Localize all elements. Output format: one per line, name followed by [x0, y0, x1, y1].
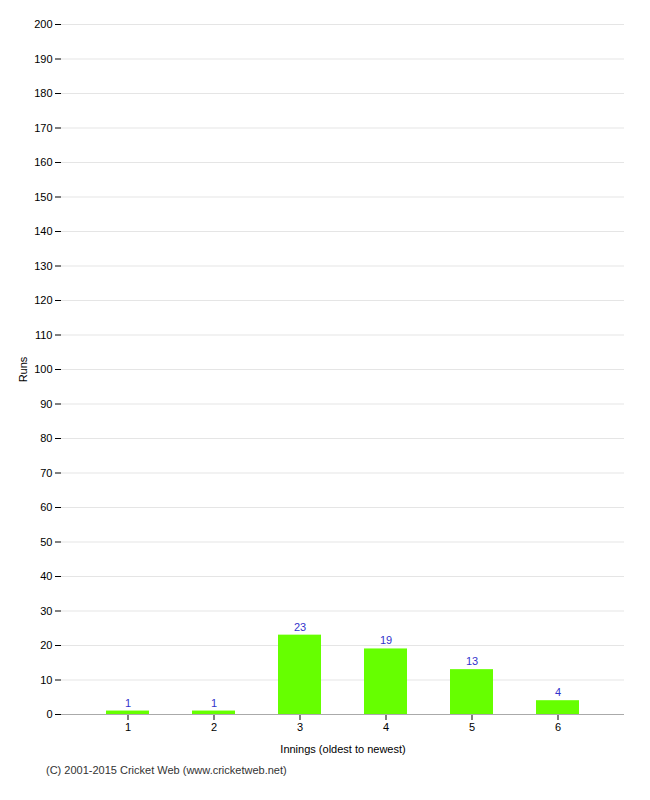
svg-text:100: 100 [34, 363, 52, 375]
svg-text:19: 19 [380, 634, 392, 646]
svg-text:6: 6 [555, 721, 561, 733]
svg-text:Innings (oldest to newest): Innings (oldest to newest) [280, 743, 405, 755]
svg-text:110: 110 [35, 329, 53, 341]
svg-text:120: 120 [34, 294, 52, 306]
svg-text:23: 23 [294, 621, 306, 633]
svg-text:200: 200 [34, 18, 52, 30]
svg-text:10: 10 [40, 674, 52, 686]
svg-text:2: 2 [211, 721, 217, 733]
svg-text:180: 180 [34, 87, 52, 99]
svg-text:70: 70 [40, 467, 52, 479]
svg-text:160: 160 [34, 156, 52, 168]
svg-text:13: 13 [466, 655, 478, 667]
svg-text:1: 1 [125, 721, 131, 733]
svg-text:40: 40 [40, 570, 52, 582]
html-text:(C) 2001-2015 Cricket Web (www: (C) 2001-2015 Cricket Web (www.cricketwe… [46, 764, 287, 776]
svg-text:5: 5 [469, 721, 475, 733]
svg-text:170: 170 [34, 122, 52, 134]
svg-text:60: 60 [40, 501, 52, 513]
svg-text:190: 190 [34, 53, 52, 65]
svg-text:Runs: Runs [17, 356, 29, 382]
svg-text:4: 4 [555, 686, 561, 698]
svg-text:20: 20 [40, 639, 52, 651]
svg-text:3: 3 [297, 721, 303, 733]
svg-text:4: 4 [383, 721, 389, 733]
svg-text:30: 30 [40, 605, 52, 617]
svg-text:90: 90 [40, 398, 52, 410]
svg-text:1: 1 [125, 697, 131, 709]
svg-text:130: 130 [34, 260, 52, 272]
svg-text:50: 50 [40, 536, 52, 548]
svg-text:0: 0 [46, 708, 52, 720]
svg-text:1: 1 [211, 697, 217, 709]
svg-text:150: 150 [34, 191, 52, 203]
svg-text:80: 80 [40, 432, 52, 444]
svg-text:140: 140 [34, 225, 52, 237]
